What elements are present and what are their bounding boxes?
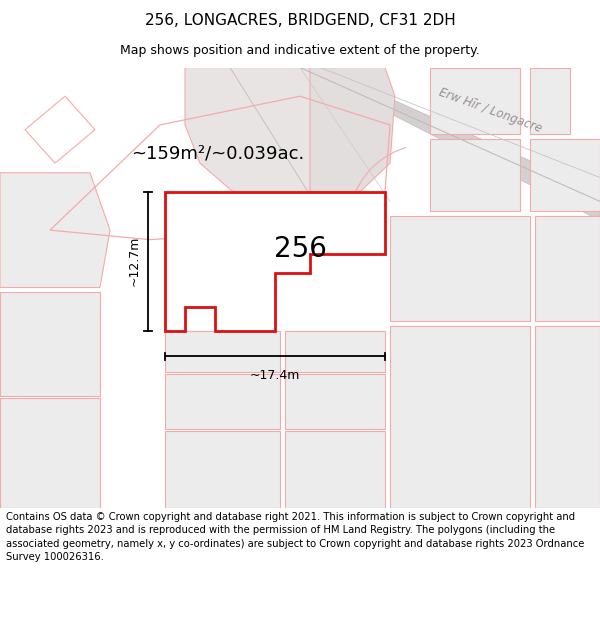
Polygon shape xyxy=(0,292,100,396)
Polygon shape xyxy=(285,431,385,508)
Polygon shape xyxy=(0,398,100,508)
Polygon shape xyxy=(165,374,280,429)
Polygon shape xyxy=(530,139,600,211)
Text: Map shows position and indicative extent of the property.: Map shows position and indicative extent… xyxy=(120,44,480,57)
Polygon shape xyxy=(185,68,350,211)
Polygon shape xyxy=(530,68,570,134)
Text: Erw Hīr / Longacre: Erw Hīr / Longacre xyxy=(437,86,544,135)
Polygon shape xyxy=(25,96,95,163)
Polygon shape xyxy=(285,374,385,429)
Text: 256, LONGACRES, BRIDGEND, CF31 2DH: 256, LONGACRES, BRIDGEND, CF31 2DH xyxy=(145,12,455,28)
Polygon shape xyxy=(390,326,530,508)
Polygon shape xyxy=(430,139,520,211)
Polygon shape xyxy=(535,326,600,508)
Polygon shape xyxy=(390,216,530,321)
Polygon shape xyxy=(165,192,385,331)
Polygon shape xyxy=(310,68,395,192)
Text: ~17.4m: ~17.4m xyxy=(250,369,300,382)
Polygon shape xyxy=(430,68,520,134)
Polygon shape xyxy=(165,331,280,372)
Polygon shape xyxy=(285,331,385,372)
Text: ~159m²/~0.039ac.: ~159m²/~0.039ac. xyxy=(131,144,305,162)
Text: Contains OS data © Crown copyright and database right 2021. This information is : Contains OS data © Crown copyright and d… xyxy=(6,512,584,562)
Text: ~12.7m: ~12.7m xyxy=(128,236,140,286)
Polygon shape xyxy=(0,173,110,288)
Polygon shape xyxy=(300,68,600,221)
Text: 256: 256 xyxy=(274,235,326,263)
Polygon shape xyxy=(165,431,280,508)
Polygon shape xyxy=(535,216,600,321)
